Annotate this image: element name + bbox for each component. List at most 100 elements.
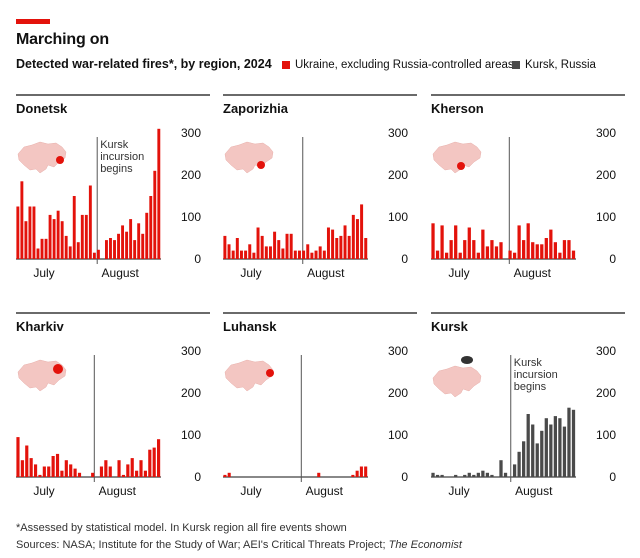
bar-kharkiv-7 bbox=[47, 466, 51, 477]
bar-donetsk-25 bbox=[117, 233, 120, 259]
bar-kharkiv-30 bbox=[148, 449, 152, 477]
bar-kherson-22 bbox=[531, 242, 535, 259]
bar-donetsk-3 bbox=[28, 206, 32, 259]
bar-kherson-28 bbox=[558, 252, 562, 259]
bar-zaporizhia-17 bbox=[293, 250, 297, 259]
region-highlight-donetsk bbox=[56, 156, 64, 164]
bar-donetsk-8 bbox=[48, 214, 52, 259]
panel-title-donetsk: Donetsk bbox=[16, 101, 68, 116]
bar-kherson-0 bbox=[431, 223, 435, 259]
bar-zaporizhia-15 bbox=[285, 233, 289, 259]
bar-kursk-29 bbox=[562, 426, 567, 477]
bar-kursk-1 bbox=[435, 474, 440, 477]
bar-donetsk-20 bbox=[96, 249, 100, 259]
bar-zaporizhia-29 bbox=[343, 225, 347, 259]
bar-donetsk-6 bbox=[40, 238, 44, 259]
bar-kursk-8 bbox=[467, 472, 471, 477]
y-tick-label-zaporizhia: 100 bbox=[388, 210, 408, 224]
chart-title: Marching on bbox=[16, 31, 109, 48]
bar-zaporizhia-12 bbox=[273, 231, 277, 259]
bar-luhansk-32 bbox=[359, 466, 363, 477]
incursion-annotation-donetsk: begins bbox=[100, 163, 133, 175]
x-tick-label-kharkiv: August bbox=[99, 484, 137, 498]
bar-donetsk-27 bbox=[125, 231, 129, 259]
bar-kursk-18 bbox=[512, 464, 517, 477]
bar-kharkiv-14 bbox=[77, 472, 82, 477]
bar-zaporizhia-11 bbox=[268, 246, 272, 259]
legend-swatch-ukraine bbox=[282, 61, 290, 69]
bar-donetsk-7 bbox=[44, 238, 48, 259]
bar-kherson-17 bbox=[508, 250, 512, 259]
bar-zaporizhia-23 bbox=[318, 246, 322, 259]
bar-donetsk-32 bbox=[145, 212, 149, 259]
bar-kharkiv-0 bbox=[16, 437, 20, 477]
y-tick-label-kherson: 200 bbox=[596, 168, 616, 182]
bar-zaporizhia-7 bbox=[252, 252, 256, 259]
bar-kharkiv-28 bbox=[139, 460, 143, 477]
bar-donetsk-0 bbox=[16, 206, 20, 259]
bar-kharkiv-17 bbox=[91, 472, 95, 477]
bar-zaporizhia-16 bbox=[289, 233, 293, 259]
x-tick-label-luhansk: August bbox=[306, 484, 344, 498]
bar-donetsk-30 bbox=[137, 223, 141, 259]
brand-accent-bar bbox=[16, 19, 50, 24]
bar-zaporizhia-13 bbox=[277, 240, 281, 259]
bar-kharkiv-6 bbox=[42, 466, 46, 477]
bar-zaporizhia-34 bbox=[364, 238, 368, 259]
bar-kherson-10 bbox=[476, 252, 480, 259]
bar-kharkiv-21 bbox=[108, 466, 112, 477]
bar-kursk-0 bbox=[431, 472, 435, 477]
bar-kursk-21 bbox=[526, 414, 530, 477]
bar-zaporizhia-33 bbox=[360, 204, 364, 259]
bar-kursk-26 bbox=[549, 424, 553, 477]
region-highlight-zaporizhia bbox=[257, 161, 265, 169]
bar-kursk-24 bbox=[540, 430, 544, 477]
incursion-annotation-donetsk: Kursk bbox=[100, 139, 129, 151]
bar-kherson-13 bbox=[490, 240, 494, 259]
y-tick-label-kherson: 100 bbox=[596, 210, 616, 224]
bar-kharkiv-23 bbox=[117, 460, 121, 477]
bar-zaporizhia-9 bbox=[260, 235, 264, 259]
chart-subtitle: Detected war-related fires*, by region, … bbox=[16, 57, 272, 71]
region-highlight-luhansk bbox=[266, 369, 274, 377]
region-highlight-kherson bbox=[457, 162, 465, 170]
bar-kharkiv-5 bbox=[38, 474, 42, 477]
y-tick-label-kherson: 0 bbox=[609, 252, 616, 266]
bar-donetsk-18 bbox=[88, 185, 92, 259]
bar-luhansk-31 bbox=[355, 470, 359, 477]
bar-luhansk-22 bbox=[317, 472, 321, 477]
bar-luhansk-1 bbox=[227, 472, 231, 477]
bar-kursk-16 bbox=[503, 472, 508, 477]
x-tick-label-donetsk: August bbox=[102, 266, 140, 280]
bar-zaporizhia-22 bbox=[314, 250, 318, 259]
bar-kharkiv-24 bbox=[121, 474, 126, 477]
y-tick-label-kursk: 0 bbox=[609, 470, 616, 484]
bar-zaporizhia-26 bbox=[331, 229, 335, 259]
legend-swatch-kursk bbox=[512, 61, 520, 69]
bar-kharkiv-25 bbox=[126, 464, 130, 477]
bar-kharkiv-29 bbox=[143, 470, 147, 477]
y-tick-label-kharkiv: 200 bbox=[181, 386, 201, 400]
bar-kherson-24 bbox=[540, 244, 544, 259]
bar-kursk-25 bbox=[544, 418, 548, 477]
bar-kherson-20 bbox=[522, 240, 526, 259]
bar-kherson-19 bbox=[517, 225, 521, 259]
bar-kherson-25 bbox=[544, 238, 548, 259]
panel-title-kursk: Kursk bbox=[431, 319, 469, 334]
x-tick-label-kursk: July bbox=[448, 484, 469, 498]
bar-kursk-22 bbox=[531, 424, 535, 477]
bar-donetsk-29 bbox=[133, 240, 137, 259]
bar-kursk-31 bbox=[571, 409, 576, 477]
bar-zaporizhia-1 bbox=[227, 244, 231, 259]
bar-kursk-2 bbox=[440, 474, 444, 477]
y-tick-label-zaporizhia: 200 bbox=[388, 168, 408, 182]
bar-donetsk-19 bbox=[92, 252, 96, 259]
bar-kursk-20 bbox=[522, 441, 526, 477]
x-tick-label-zaporizhia: July bbox=[240, 266, 261, 280]
bar-kherson-26 bbox=[549, 229, 553, 259]
bar-luhansk-0 bbox=[223, 474, 227, 477]
sources-text: Sources: NASA; Institute for the Study o… bbox=[16, 539, 386, 551]
small-multiples-chart: Donetsk3002001000KurskincursionbeginsJul… bbox=[16, 94, 625, 498]
x-tick-label-kherson: August bbox=[514, 266, 552, 280]
bar-kharkiv-2 bbox=[25, 445, 29, 477]
